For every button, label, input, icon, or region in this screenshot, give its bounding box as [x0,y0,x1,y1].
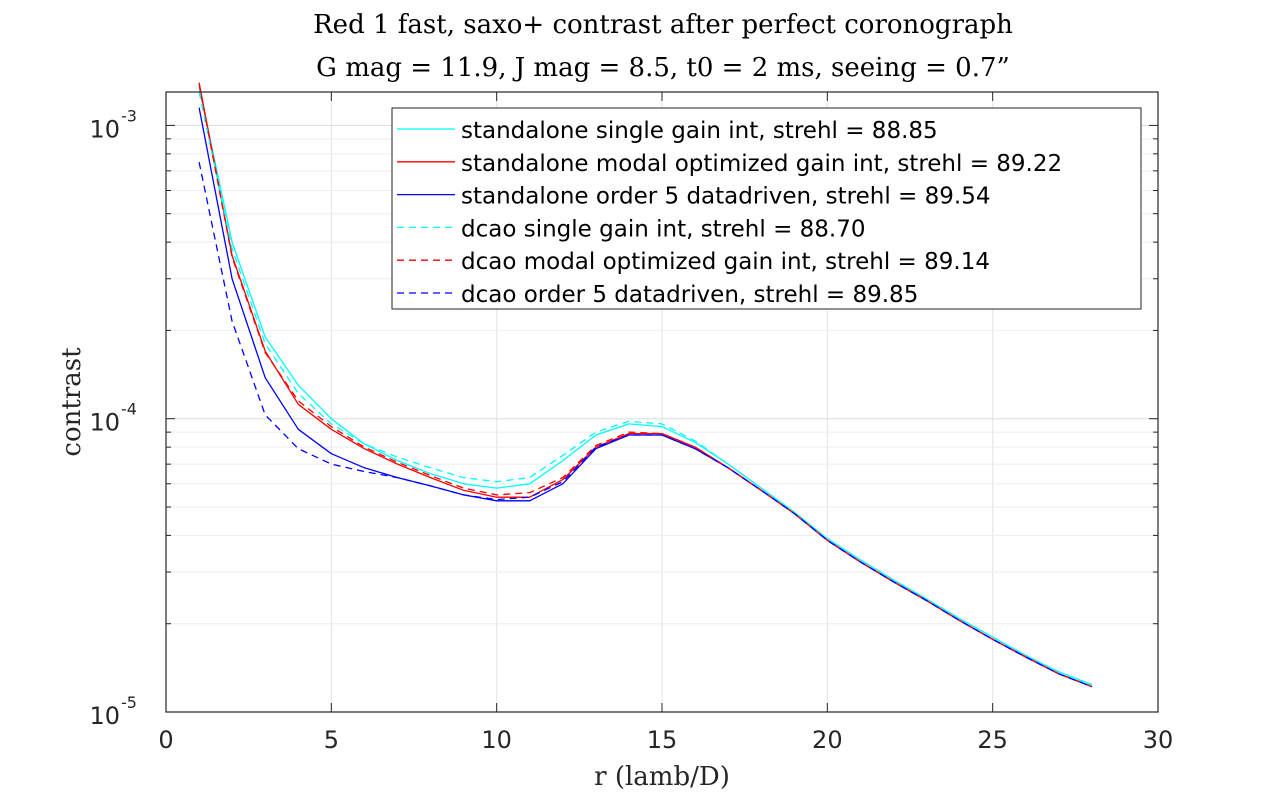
legend-entry: standalone modal optimized gain int, str… [397,151,1062,177]
x-tick-label: 15 [647,726,678,754]
x-tick-label: 0 [158,726,173,754]
legend-label: dcao single gain int, strehl = 88.70 [461,216,866,242]
y-tick-exponent: -4 [121,400,137,419]
legend-label: standalone order 5 datadriven, strehl = … [461,184,990,210]
y-tick-label: 10 -5 [89,693,137,730]
legend-label: standalone modal optimized gain int, str… [461,151,1062,177]
y-tick-base: 10 [89,702,120,730]
x-axis-label: r (lamb/D) [594,762,730,792]
y-tick-base: 10 [89,115,120,143]
series-line-6 [198,161,1093,688]
y-tick-exponent: -5 [121,693,137,712]
legend: standalone single gain int, strehl = 88.… [391,107,1142,310]
legend-label: dcao order 5 datadriven, strehl = 89.85 [461,282,918,308]
x-tick-label: 20 [812,726,843,754]
legend-box [391,107,1142,310]
legend-entry: standalone single gain int, strehl = 88.… [397,118,938,144]
legend-entry: standalone order 5 datadriven, strehl = … [397,184,990,210]
y-tick-label: 10 -3 [89,106,137,143]
chart-subtitle: G mag = 11.9, J mag = 8.5, t0 = 2 ms, se… [316,53,1010,83]
legend-label: dcao modal optimized gain int, strehl = … [461,249,990,275]
y-axis-label: contrast [57,347,87,457]
y-tick-exponent: -3 [121,106,137,125]
legend-entry: dcao modal optimized gain int, strehl = … [397,249,990,275]
x-tick-label: 5 [324,726,339,754]
x-tick-label: 10 [481,726,512,754]
x-tick-label: 30 [1143,726,1174,754]
y-tick-label: 10 -4 [89,400,137,437]
legend-label: standalone single gain int, strehl = 88.… [461,118,938,144]
legend-entry: dcao single gain int, strehl = 88.70 [397,216,866,242]
series-line-4 [198,91,1093,687]
legend-entries: standalone single gain int, strehl = 88.… [397,118,1062,308]
y-tick-base: 10 [89,409,120,437]
x-tick-label: 25 [977,726,1008,754]
series-group [198,82,1093,688]
legend-entry: dcao order 5 datadriven, strehl = 89.85 [397,282,918,308]
chart-title: Red 1 fast, saxo+ contrast after perfect… [313,10,1013,40]
